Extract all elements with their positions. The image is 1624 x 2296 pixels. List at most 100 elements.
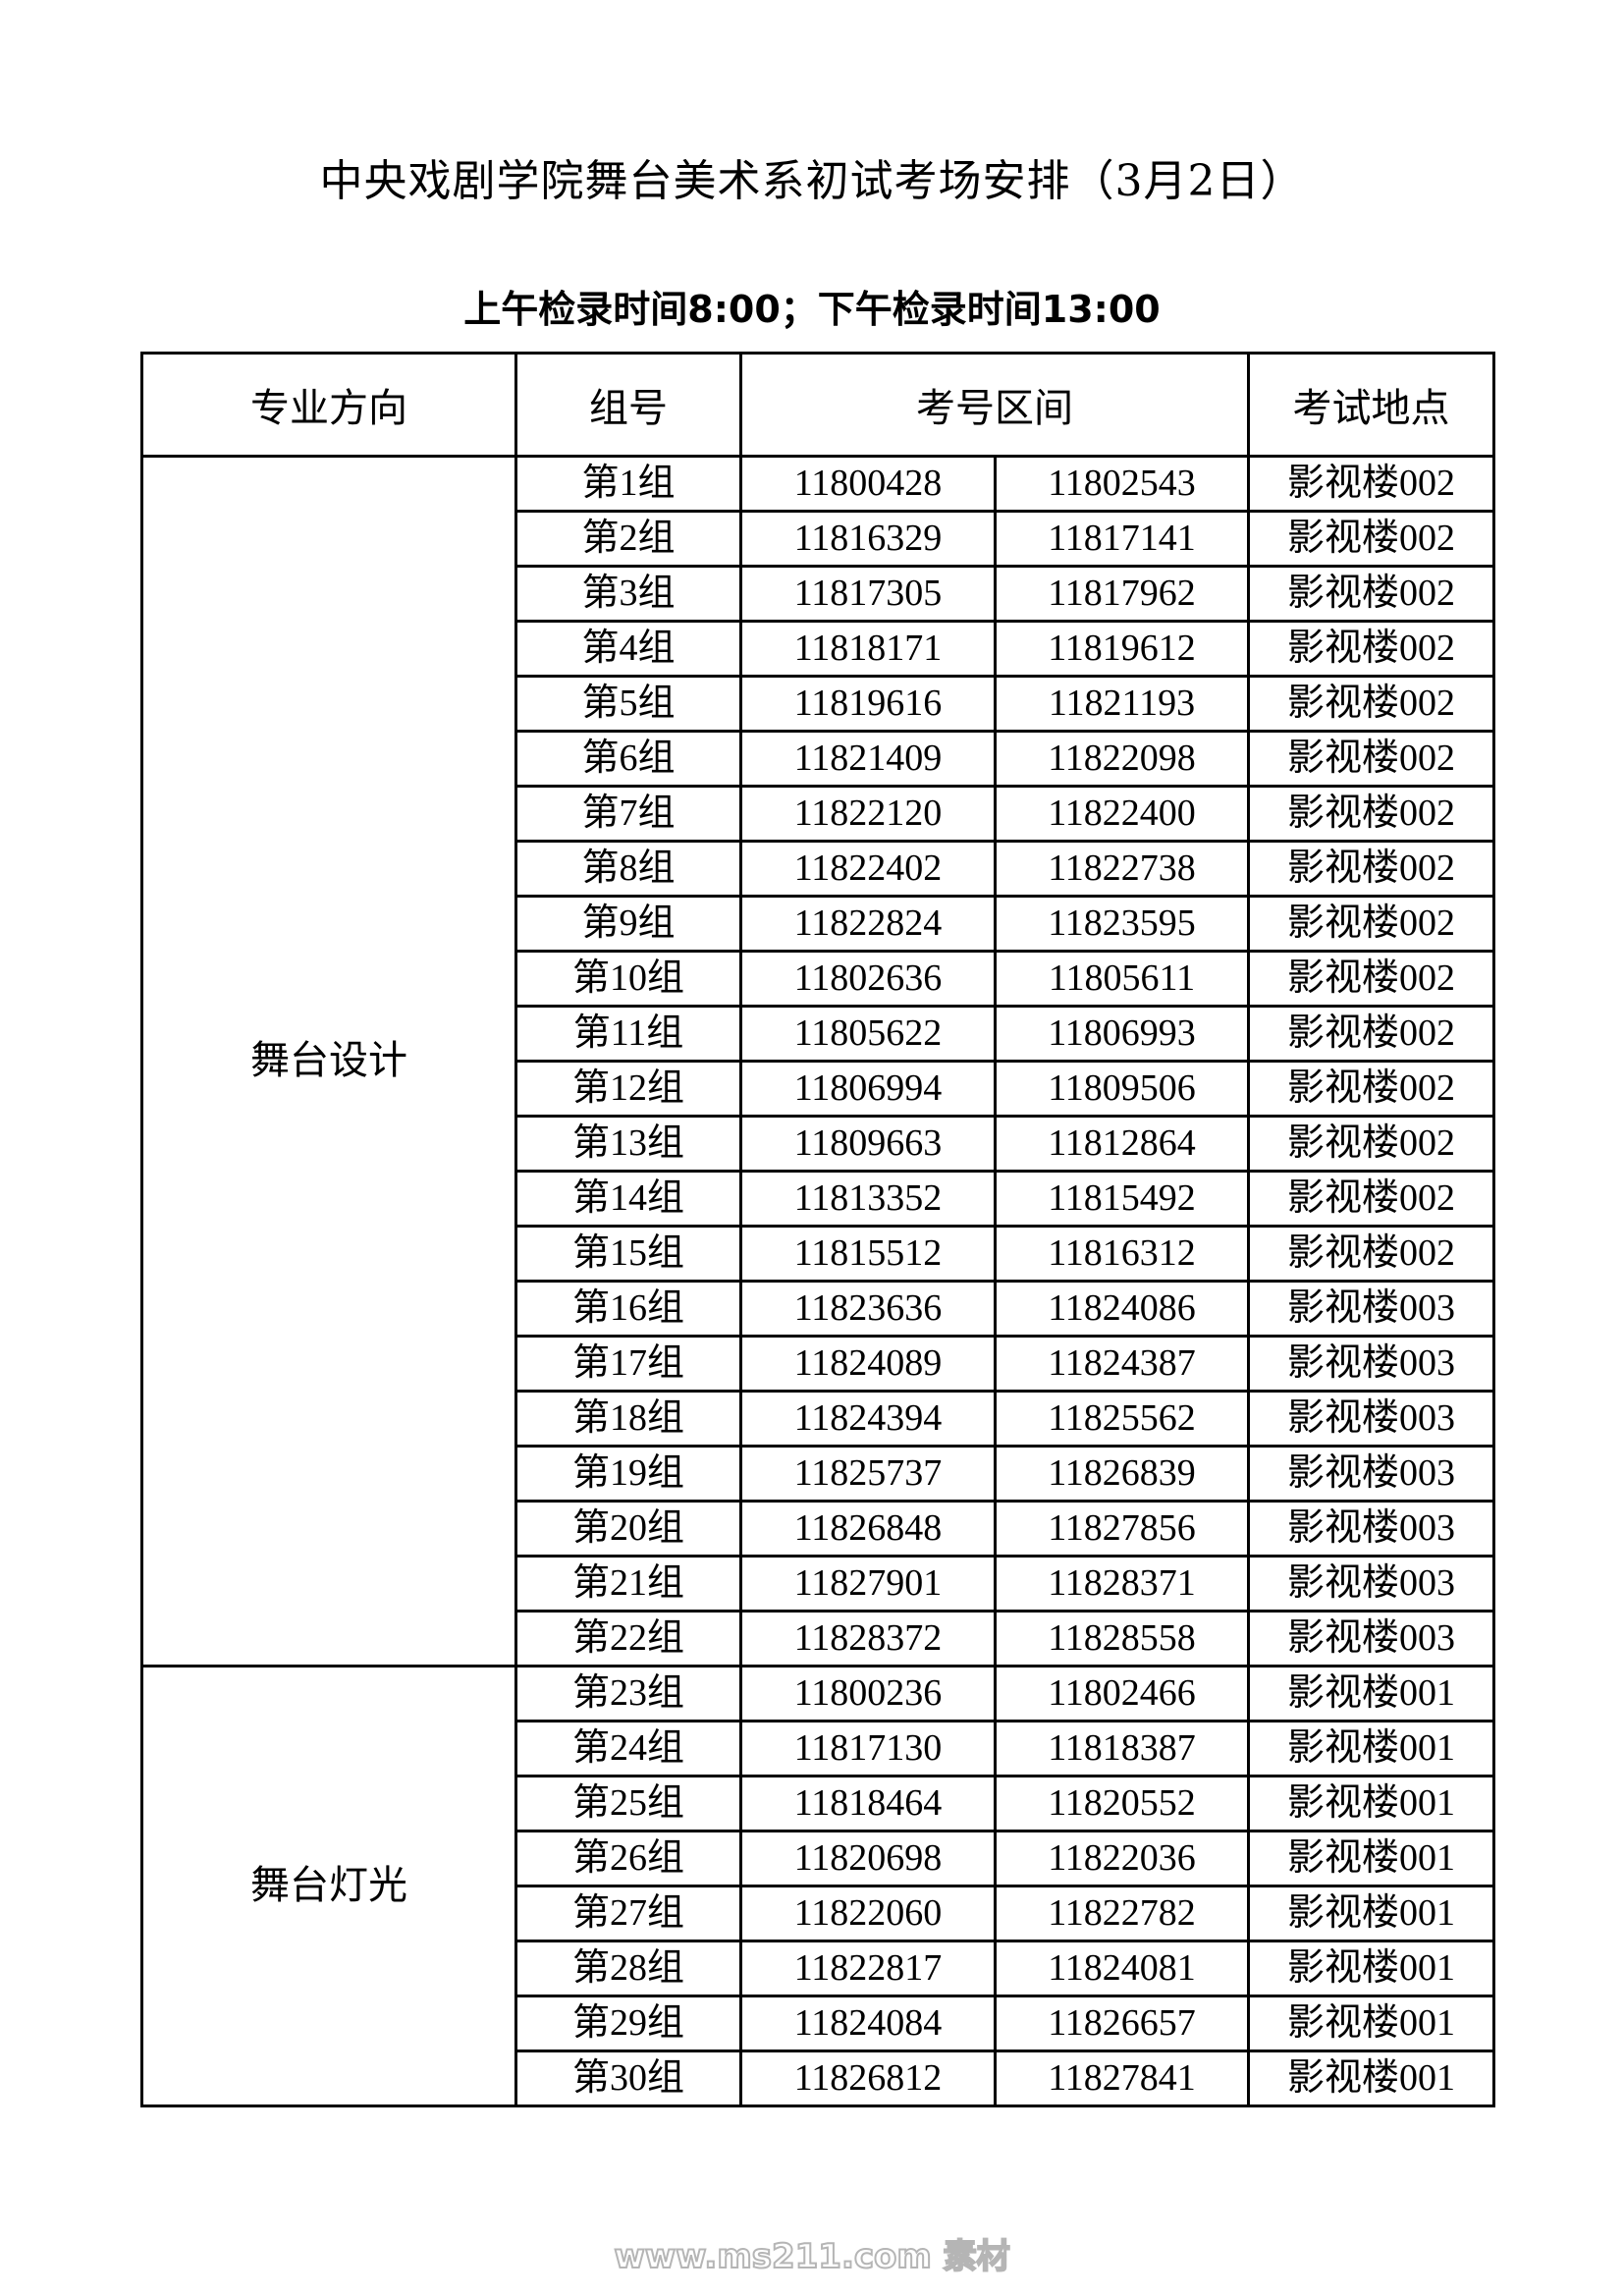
exam-location: 影视楼001 — [1247, 1940, 1495, 1997]
exam-location: 影视楼001 — [1247, 1775, 1495, 1832]
id-range-end: 11815492 — [994, 1170, 1250, 1228]
group-number: 第25组 — [514, 1775, 742, 1832]
id-range-end: 11828371 — [994, 1555, 1250, 1613]
table-row: 第7组 11822120 11822400 影视楼002 — [142, 785, 1495, 843]
table-row: 第5组 11819616 11821193 影视楼002 — [142, 675, 1495, 733]
exam-location: 影视楼002 — [1247, 620, 1495, 678]
id-range-end: 11822098 — [994, 730, 1250, 788]
group-number: 第29组 — [514, 1995, 742, 2052]
exam-location: 影视楼002 — [1247, 730, 1495, 788]
table-row: 第18组 11824394 11825562 影视楼003 — [142, 1390, 1495, 1448]
exam-location: 影视楼001 — [1247, 1665, 1495, 1722]
exam-location: 影视楼002 — [1247, 1225, 1495, 1283]
id-range-start: 11822817 — [739, 1940, 997, 1997]
table-row: 第13组 11809663 11812864 影视楼002 — [142, 1115, 1495, 1173]
id-range-end: 11812864 — [994, 1115, 1250, 1173]
table-row: 第4组 11818171 11819612 影视楼002 — [142, 620, 1495, 678]
table-row: 舞台设计 第1组 11800428 11802543 影视楼002 — [140, 455, 1495, 1667]
id-range-start: 11816329 — [739, 510, 997, 568]
group-number: 第16组 — [514, 1280, 742, 1338]
id-range-start: 11802636 — [739, 950, 997, 1008]
header-location: 考试地点 — [1247, 352, 1495, 458]
document-title: 中央戏剧学院舞台美术系初试考场安排（3月2日） — [319, 156, 1305, 206]
exam-location: 影视楼002 — [1247, 565, 1495, 623]
major-cell: 舞台灯光 — [140, 1665, 517, 2107]
exam-location: 影视楼002 — [1247, 785, 1495, 843]
group-number: 第5组 — [514, 675, 742, 733]
table-row: 第21组 11827901 11828371 影视楼003 — [142, 1555, 1495, 1613]
id-range-start: 11819616 — [739, 675, 997, 733]
group-number: 第15组 — [514, 1225, 742, 1283]
id-range-start: 11821409 — [739, 730, 997, 788]
exam-location: 影视楼001 — [1247, 1720, 1495, 1777]
id-range-end: 11822782 — [994, 1885, 1250, 1942]
group-number: 第21组 — [514, 1555, 742, 1613]
exam-location: 影视楼002 — [1247, 895, 1495, 953]
id-range-start: 11817130 — [739, 1720, 997, 1777]
table-row: 第20组 11826848 11827856 影视楼003 — [142, 1500, 1495, 1558]
exam-location: 影视楼002 — [1247, 1115, 1495, 1173]
header-group: 组号 — [514, 352, 742, 458]
table-row: 舞台灯光 第23组 11800236 11802466 影视楼001 — [140, 1665, 1495, 2107]
id-range-start: 11824084 — [739, 1995, 997, 2052]
header-row: 专业方向 组号 考号区间 考试地点 — [140, 352, 1495, 458]
id-range-start: 11822120 — [739, 785, 997, 843]
exam-location: 影视楼001 — [1247, 2050, 1495, 2107]
table-row: 第9组 11822824 11823595 影视楼002 — [142, 895, 1495, 953]
table-row: 第11组 11805622 11806993 影视楼002 — [142, 1005, 1495, 1063]
id-range-start: 11800428 — [739, 455, 997, 513]
header-id-range: 考号区间 — [739, 352, 1250, 458]
id-range-start: 11822824 — [739, 895, 997, 953]
table-row: 第15组 11815512 11816312 影视楼002 — [142, 1225, 1495, 1283]
exam-location: 影视楼003 — [1247, 1445, 1495, 1503]
id-range-start: 11809663 — [739, 1115, 997, 1173]
group-number: 第2组 — [514, 510, 742, 568]
group-number: 第30组 — [514, 2050, 742, 2107]
id-range-start: 11817305 — [739, 565, 997, 623]
id-range-end: 11826839 — [994, 1445, 1250, 1503]
id-range-start: 11823636 — [739, 1280, 997, 1338]
id-range-start: 11825737 — [739, 1445, 997, 1503]
id-range-start: 11818171 — [739, 620, 997, 678]
group-number: 第10组 — [514, 950, 742, 1008]
table-row: 第16组 11823636 11824086 影视楼003 — [142, 1280, 1495, 1338]
id-range-end: 11809506 — [994, 1060, 1250, 1118]
group-number: 第4组 — [514, 620, 742, 678]
exam-location: 影视楼002 — [1247, 1170, 1495, 1228]
table-row: 第12组 11806994 11809506 影视楼002 — [142, 1060, 1495, 1118]
id-range-start: 11824089 — [739, 1335, 997, 1393]
id-range-end: 11821193 — [994, 675, 1250, 733]
id-range-start: 11826848 — [739, 1500, 997, 1558]
id-range-end: 11824081 — [994, 1940, 1250, 1997]
exam-location: 影视楼003 — [1247, 1500, 1495, 1558]
id-range-end: 11806993 — [994, 1005, 1250, 1063]
table-row: 第14组 11813352 11815492 影视楼002 — [142, 1170, 1495, 1228]
id-range-end: 11826657 — [994, 1995, 1250, 2052]
exam-location: 影视楼002 — [1247, 455, 1495, 513]
id-range-start: 11800236 — [739, 1665, 997, 1722]
id-range-start: 11806994 — [739, 1060, 997, 1118]
exam-location: 影视楼002 — [1247, 840, 1495, 898]
exam-location: 影视楼002 — [1247, 950, 1495, 1008]
id-range-start: 11822402 — [739, 840, 997, 898]
id-range-end: 11820552 — [994, 1775, 1250, 1832]
table-row: 第17组 11824089 11824387 影视楼003 — [142, 1335, 1495, 1393]
id-range-end: 11824387 — [994, 1335, 1250, 1393]
id-range-end: 11817141 — [994, 510, 1250, 568]
group-number: 第9组 — [514, 895, 742, 953]
group-number: 第1组 — [514, 455, 742, 513]
group-number: 第11组 — [514, 1005, 742, 1063]
group-number: 第24组 — [514, 1720, 742, 1777]
id-range-end: 11816312 — [994, 1225, 1250, 1283]
id-range-end: 11823595 — [994, 895, 1250, 953]
exam-location: 影视楼003 — [1247, 1335, 1495, 1393]
table-row: 第22组 11828372 11828558 影视楼003 — [142, 1610, 1495, 1667]
group-number: 第23组 — [514, 1665, 742, 1722]
id-range-start: 11818464 — [739, 1775, 997, 1832]
id-range-start: 11805622 — [739, 1005, 997, 1063]
group-number: 第26组 — [514, 1830, 742, 1887]
group-number: 第22组 — [514, 1610, 742, 1667]
id-range-end: 11827856 — [994, 1500, 1250, 1558]
exam-location: 影视楼002 — [1247, 510, 1495, 568]
table-row: 第25组 11818464 11820552 影视楼001 — [142, 1775, 1495, 1832]
